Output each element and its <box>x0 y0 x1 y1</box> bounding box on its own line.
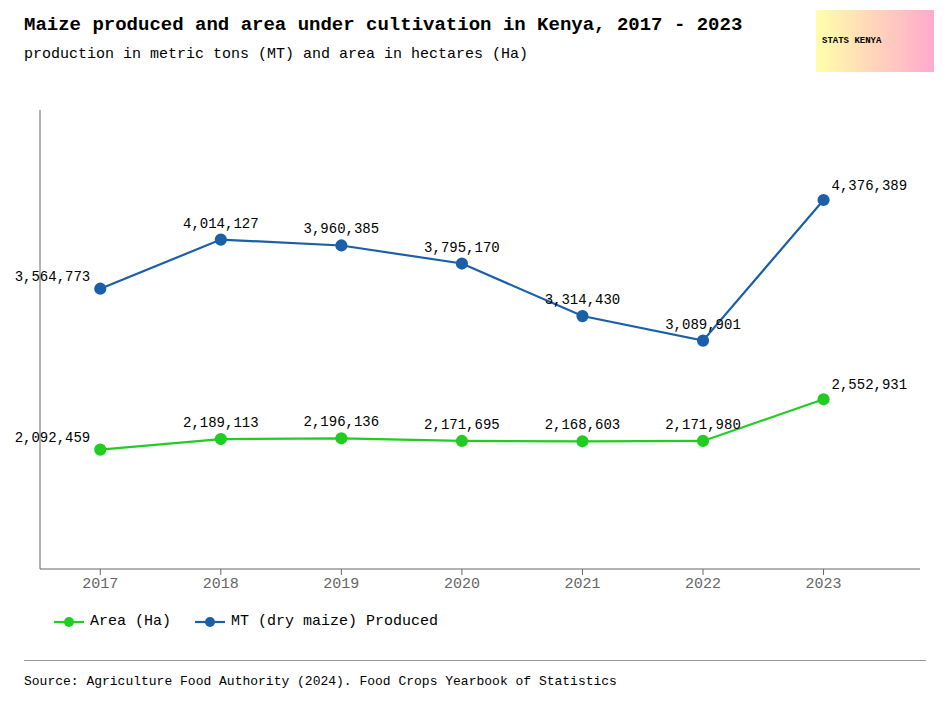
svg-text:4,376,389: 4,376,389 <box>832 178 908 194</box>
svg-text:4,014,127: 4,014,127 <box>183 216 259 232</box>
svg-text:2,171,980: 2,171,980 <box>665 417 741 433</box>
svg-text:2017: 2017 <box>82 576 118 593</box>
svg-text:2021: 2021 <box>564 576 600 593</box>
svg-text:2020: 2020 <box>444 576 480 593</box>
html-text:Area (Ha): Area (Ha) <box>90 613 171 630</box>
svg-text:3,795,170: 3,795,170 <box>424 240 500 256</box>
html-text:STATS KENYA: STATS KENYA <box>822 36 882 46</box>
svg-text:3,564,773: 3,564,773 <box>15 269 91 285</box>
svg-text:2018: 2018 <box>203 576 239 593</box>
svg-text:2,171,695: 2,171,695 <box>424 417 500 433</box>
svg-text:2,196,136: 2,196,136 <box>304 414 380 430</box>
html-text:production in metric tons (MT): production in metric tons (MT) and area … <box>24 46 529 63</box>
svg-text:3,314,430: 3,314,430 <box>545 292 621 308</box>
svg-text:2022: 2022 <box>685 576 721 593</box>
html-text:Maize produced and area under: Maize produced and area under cultivatio… <box>24 14 743 36</box>
svg-text:2,189,113: 2,189,113 <box>183 415 259 431</box>
svg-text:2,552,931: 2,552,931 <box>832 377 908 393</box>
html-text:Source: Agriculture Food Autho: Source: Agriculture Food Authority (2024… <box>24 674 617 689</box>
svg-text:2,168,603: 2,168,603 <box>545 417 621 433</box>
svg-text:3,089,901: 3,089,901 <box>665 317 741 333</box>
svg-text:2,092,459: 2,092,459 <box>15 430 91 446</box>
html-text:MT (dry maize) Produced: MT (dry maize) Produced <box>231 613 439 630</box>
svg-text:2023: 2023 <box>806 576 842 593</box>
svg-text:3,960,385: 3,960,385 <box>304 221 380 237</box>
svg-text:2019: 2019 <box>323 576 359 593</box>
